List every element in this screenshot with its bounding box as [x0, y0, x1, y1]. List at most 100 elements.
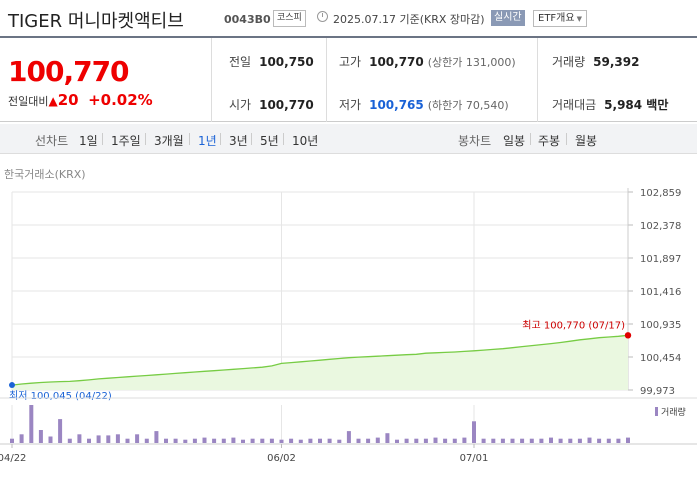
- volume-bar: [443, 438, 448, 443]
- volume-bar: [183, 439, 188, 443]
- open-label: 시가: [229, 98, 252, 112]
- quote-panel: 100,770 전일대비▲20 +0.02% 전일 100,750 고가 100,7…: [0, 36, 697, 122]
- volume-bar: [318, 438, 322, 443]
- line-chart-label: 선차트: [35, 134, 69, 148]
- volume-bar: [29, 405, 34, 443]
- volume-bar: [539, 438, 544, 443]
- range-1w[interactable]: 1주일: [111, 134, 141, 148]
- stock-title: TIGER 머니마켓액티브: [8, 11, 184, 32]
- volume-bar: [77, 434, 82, 443]
- volume-bar: [375, 437, 380, 443]
- y-tick-label: 101,416: [640, 287, 681, 298]
- etf-info-dropdown[interactable]: ETF개요 ▼: [533, 10, 587, 27]
- volume-bar: [472, 421, 476, 443]
- stock-code: 0043B0: [224, 13, 271, 26]
- separator: [566, 133, 567, 145]
- low-point: [9, 382, 15, 389]
- volume-bar: [327, 438, 332, 443]
- header: TIGER 머니마켓액티브 0043B0 코스피 2025.07.17 기준(K…: [0, 0, 697, 36]
- separator: [220, 133, 221, 145]
- volume-bar: [10, 438, 14, 443]
- volume-bar: [241, 439, 245, 443]
- x-tick-label: 06/02: [267, 453, 296, 464]
- change-amount: 20: [57, 91, 79, 109]
- range-3m[interactable]: 3개월: [154, 134, 184, 148]
- volume-bar: [260, 438, 265, 443]
- etf-info-label: ETF개요: [538, 13, 575, 24]
- divider: [211, 38, 212, 122]
- candle-daily[interactable]: 일봉: [503, 134, 526, 148]
- volume-bar: [202, 437, 207, 443]
- volume-bar: [250, 438, 255, 443]
- volume-bar: [452, 438, 457, 443]
- volume-bar: [115, 434, 120, 443]
- high-item: 고가 100,770 (상한가 131,000): [339, 53, 516, 70]
- change-percent: +0.02%: [88, 91, 153, 109]
- volume-bar: [414, 438, 419, 443]
- volume-legend-swatch: [655, 407, 658, 416]
- high-annotation: 최고 100,770 (07/17): [522, 319, 625, 331]
- volume-bar: [279, 439, 284, 443]
- change-row: 전일대비▲20 +0.02%: [8, 91, 153, 109]
- volume-bar: [173, 438, 178, 443]
- range-1y[interactable]: 1년: [198, 134, 217, 148]
- candle-monthly[interactable]: 월봉: [575, 134, 598, 148]
- range-5y[interactable]: 5년: [260, 134, 279, 148]
- divider: [537, 38, 538, 122]
- volume-bar: [346, 431, 351, 443]
- range-10y[interactable]: 10년: [292, 134, 319, 148]
- volume-bar: [481, 438, 486, 443]
- volume-bar: [38, 430, 43, 443]
- separator: [189, 133, 190, 145]
- volume-bar: [616, 438, 621, 443]
- realtime-button[interactable]: 실시간: [491, 10, 525, 26]
- prev-close-item: 전일 100,750: [229, 53, 314, 70]
- exchange-label: 한국거래소(KRX): [4, 168, 86, 181]
- volume-bar: [135, 434, 140, 443]
- volume-bar: [144, 438, 149, 443]
- y-tick-label: 102,378: [640, 221, 681, 232]
- low-value: 100,765: [369, 98, 424, 112]
- prev-close-label: 전일: [229, 55, 252, 69]
- volume-bar: [337, 439, 342, 443]
- volume-bar: [289, 438, 294, 443]
- x-tick-label: 07/01: [460, 453, 489, 464]
- volume-bar: [231, 437, 236, 443]
- low-annotation: 최저 100,045 (04/22): [9, 390, 112, 402]
- amount-value: 5,984 백만: [604, 98, 669, 112]
- volume-bar: [568, 438, 573, 443]
- volume-bar: [626, 437, 630, 443]
- volume-bar: [385, 433, 390, 443]
- candle-chart-label: 봉차트: [458, 134, 492, 148]
- market-badge: 코스피: [273, 10, 306, 27]
- y-tick-label: 101,897: [640, 254, 681, 265]
- volume-bar: [433, 437, 438, 443]
- volume-bar: [577, 438, 582, 443]
- y-tick-label: 100,935: [640, 320, 681, 331]
- separator: [102, 133, 103, 145]
- volume-value: 59,392: [593, 55, 640, 69]
- volume-bar: [154, 431, 159, 443]
- low-item: 저가 100,765 (하한가 70,540): [339, 96, 509, 113]
- high-point: [624, 332, 632, 339]
- volume-bar: [529, 438, 534, 443]
- x-tick-label: 04/22: [0, 453, 26, 464]
- low-label: 저가: [339, 98, 362, 112]
- candle-weekly[interactable]: 주봉: [538, 134, 561, 148]
- clock-icon: [317, 11, 328, 22]
- separator: [251, 133, 252, 145]
- volume-bar: [87, 438, 91, 443]
- volume-bar: [106, 435, 111, 443]
- volume-bar: [491, 438, 496, 443]
- volume-bar: [212, 438, 217, 443]
- volume-legend-label: 거래량: [661, 406, 686, 418]
- volume-bar: [462, 437, 467, 443]
- range-1d[interactable]: 1일: [79, 134, 98, 148]
- amount-item: 거래대금 5,984 백만: [552, 96, 668, 113]
- volume-bar: [558, 438, 563, 443]
- range-3y[interactable]: 3년: [229, 134, 248, 148]
- chevron-down-icon: ▼: [576, 15, 582, 23]
- volume-bar: [67, 438, 72, 443]
- volume-bar: [164, 438, 168, 443]
